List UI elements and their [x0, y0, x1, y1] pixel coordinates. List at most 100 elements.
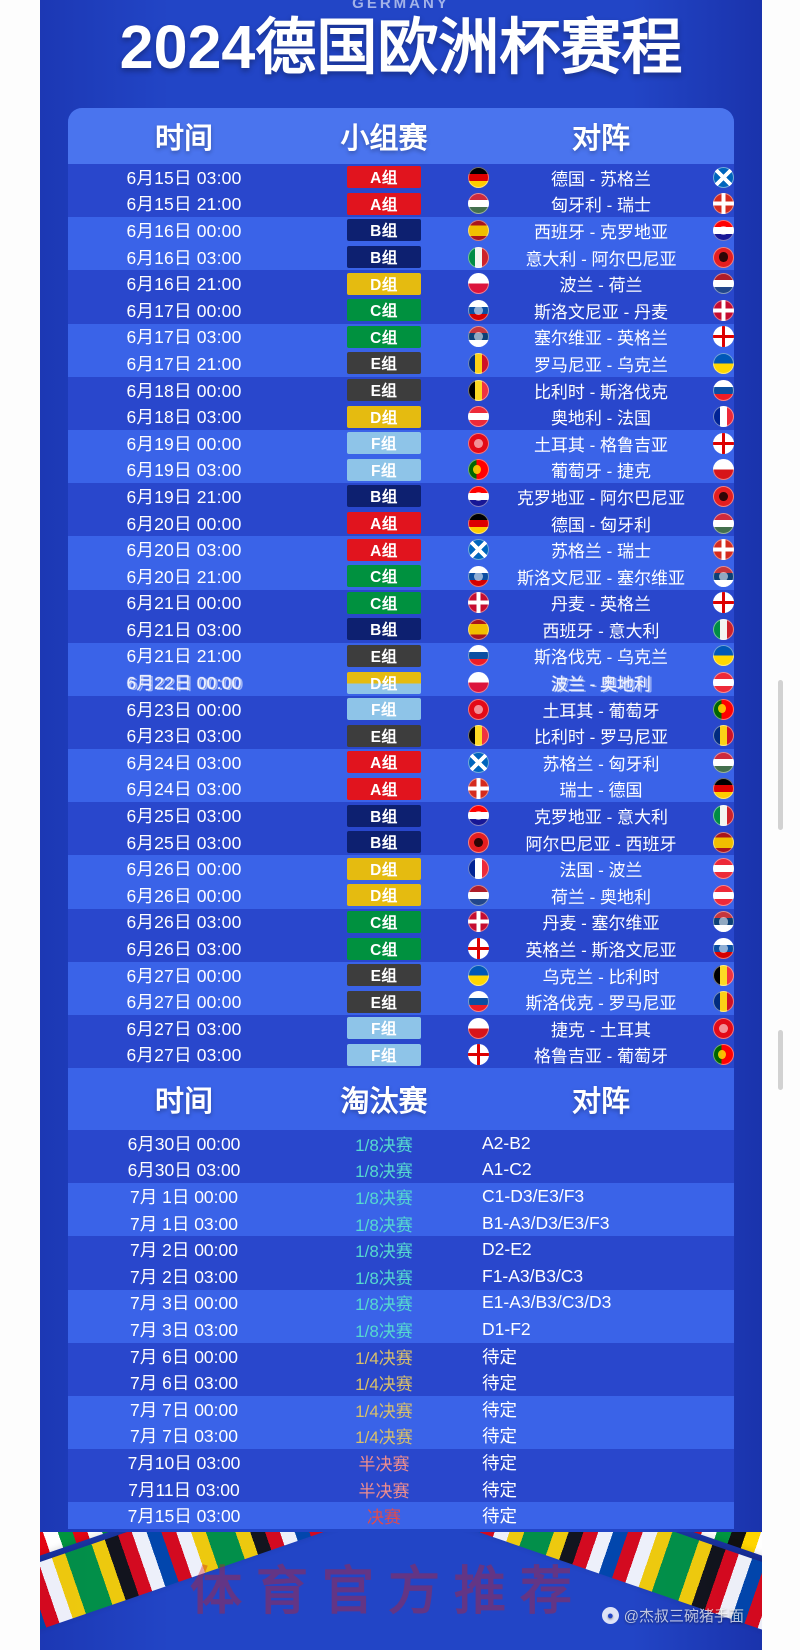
table-row[interactable]: 7月 3日 03:00 1/8决赛 D1-F2 — [68, 1316, 734, 1343]
table-row[interactable]: 6月15日 03:00 A组 德国 - 苏格兰 — [68, 164, 734, 191]
group-badge: D组 — [347, 405, 421, 428]
table-row[interactable]: 6月21日 21:00 E组 斯洛伐克 - 乌克兰 — [68, 642, 734, 670]
match-teams: 波兰 - 荷兰 — [559, 276, 643, 296]
table-row[interactable]: 6月20日 21:00 C组 斯洛文尼亚 - 塞尔维亚 — [68, 562, 734, 590]
knockout-stage-label: 1/8决赛 — [355, 1162, 413, 1182]
table-row[interactable]: 7月 7日 00:00 1/4决赛 待定 — [68, 1395, 734, 1423]
table-row[interactable]: 7月 1日 03:00 1/8决赛 B1-A3/D3/E3/F3 — [68, 1209, 734, 1237]
poster-supertitle: GERMANY — [352, 0, 450, 12]
table-row[interactable]: 6月20日 00:00 A组 德国 - 匈牙利 — [68, 509, 734, 537]
table-row[interactable]: 6月16日 00:00 B组 西班牙 - 克罗地亚 — [68, 217, 734, 244]
knockout-matchup: F1-A3/B3/C3 — [482, 1265, 584, 1286]
match-time: 6月20日 00:00 — [126, 513, 242, 534]
group-badge: E组 — [347, 644, 421, 667]
flag-icon-德国 — [468, 166, 489, 188]
bunting-left — [40, 1532, 407, 1650]
group-badge: D组 — [347, 671, 421, 694]
table-row[interactable]: 6月27日 03:00 F组 捷克 - 土耳其 — [68, 1015, 734, 1042]
match-cell: 罗马尼亚 - 乌克兰 — [468, 351, 734, 376]
table-row[interactable]: 6月23日 03:00 E组 比利时 - 罗马尼亚 — [68, 722, 734, 750]
table-row[interactable]: 6月20日 03:00 A组 苏格兰 - 瑞士 — [68, 536, 734, 563]
table-row[interactable]: 7月 2日 00:00 1/8决赛 D2-E2 — [68, 1236, 734, 1263]
table-row[interactable]: 6月18日 03:00 D组 奥地利 - 法国 — [68, 403, 734, 430]
match-cell: 土耳其 - 格鲁吉亚 — [468, 431, 734, 456]
scrollbar-thumb-lower[interactable] — [778, 1030, 783, 1090]
knockout-matchup: 待定 — [482, 1399, 517, 1420]
match-time: 6月16日 00:00 — [126, 220, 242, 241]
table-row[interactable]: 7月 6日 03:00 1/4决赛 待定 — [68, 1369, 734, 1396]
table-row[interactable]: 6月16日 03:00 B组 意大利 - 阿尔巴尼亚 — [68, 243, 734, 271]
table-row[interactable]: 6月17日 21:00 E组 罗马尼亚 - 乌克兰 — [68, 350, 734, 377]
table-row[interactable]: 6月30日 00:00 1/8决赛 A2-B2 — [68, 1130, 734, 1157]
match-teams: 西班牙 - 克罗地亚 — [533, 222, 669, 242]
group-badge: E组 — [347, 964, 421, 987]
match-time: 6月21日 00:00 — [126, 593, 242, 614]
knockout-stage-table: 时间 淘汰赛 对阵 6月30日 00:00 1/8决赛 A2-B2 6月30日 03:… — [68, 1068, 734, 1529]
table-row[interactable]: 6月18日 00:00 E组 比利时 - 斯洛伐克 — [68, 376, 734, 404]
group-badge: B组 — [347, 485, 421, 508]
table-row[interactable]: 6月23日 00:00 F组 土耳其 - 葡萄牙 — [68, 695, 734, 723]
match-teams: 比利时 - 罗马尼亚 — [533, 728, 669, 748]
table-row[interactable]: 6月19日 21:00 B组 克罗地亚 - 阿尔巴尼亚 — [68, 483, 734, 510]
knockout-table-header: 时间 淘汰赛 对阵 — [68, 1068, 734, 1130]
table-row[interactable]: 7月11日 03:00 半决赛 待定 — [68, 1475, 734, 1503]
table-row[interactable]: 6月21日 00:00 C组 丹麦 - 英格兰 — [68, 589, 734, 617]
table-row[interactable]: 7月 1日 00:00 1/8决赛 C1-D3/E3/F3 — [68, 1183, 734, 1210]
table-row[interactable]: 6月22日 00:00 D组 波兰 - 奥地利 — [68, 669, 734, 696]
scrollbar-thumb-upper[interactable] — [778, 680, 783, 830]
match-time: 6月18日 00:00 — [126, 380, 242, 401]
table-row[interactable]: 6月26日 03:00 C组 丹麦 - 塞尔维亚 — [68, 908, 734, 936]
match-teams: 斯洛伐克 - 罗马尼亚 — [525, 994, 677, 1014]
table-row[interactable]: 6月27日 00:00 E组 乌克兰 - 比利时 — [68, 961, 734, 989]
match-time: 7月 3日 00:00 — [130, 1293, 238, 1314]
knockout-matchup: D1-F2 — [482, 1318, 531, 1339]
flag-icon-波兰 — [713, 858, 734, 880]
flag-icon-德国 — [468, 512, 489, 534]
table-row[interactable]: 6月25日 03:00 B组 克罗地亚 - 意大利 — [68, 802, 734, 829]
table-row[interactable]: 7月 6日 00:00 1/4决赛 待定 — [68, 1342, 734, 1370]
group-badge: F组 — [347, 432, 421, 455]
group-badge: C组 — [347, 591, 421, 614]
match-time: 7月 2日 00:00 — [130, 1240, 238, 1261]
table-row[interactable]: 7月15日 03:00 决赛 待定 — [68, 1502, 734, 1529]
group-badge: F组 — [347, 698, 421, 721]
table-row[interactable]: 6月21日 03:00 B组 西班牙 - 意大利 — [68, 616, 734, 643]
group-badge-cell: E组 — [300, 964, 468, 987]
table-row[interactable]: 6月26日 00:00 D组 法国 - 波兰 — [68, 855, 734, 883]
table-row[interactable]: 6月16日 21:00 D组 波兰 - 荷兰 — [68, 270, 734, 297]
table-row[interactable]: 6月17日 00:00 C组 斯洛文尼亚 - 丹麦 — [68, 296, 734, 324]
match-time: 7月11日 03:00 — [128, 1479, 240, 1500]
table-row[interactable]: 6月27日 03:00 F组 格鲁吉亚 - 葡萄牙 — [68, 1041, 734, 1069]
table-row[interactable]: 6月25日 03:00 B组 阿尔巴尼亚 - 西班牙 — [68, 828, 734, 856]
flag-icon-苏格兰 — [468, 751, 489, 773]
table-row[interactable]: 6月24日 03:00 A组 瑞士 - 德国 — [68, 775, 734, 803]
group-badge: A组 — [347, 192, 421, 215]
table-row[interactable]: 6月19日 03:00 F组 葡萄牙 - 捷克 — [68, 456, 734, 484]
table-row[interactable]: 7月10日 03:00 半决赛 待定 — [68, 1449, 734, 1476]
group-badge: D组 — [347, 272, 421, 295]
group-badge: F组 — [347, 458, 421, 481]
match-time: 6月25日 03:00 — [126, 806, 242, 827]
flag-icon-苏格兰 — [468, 539, 489, 561]
flag-icon-塞尔维亚 — [713, 565, 734, 587]
table-row[interactable]: 6月15日 21:00 A组 匈牙利 - 瑞士 — [68, 190, 734, 218]
match-time: 6月17日 00:00 — [126, 300, 242, 321]
table-row[interactable]: 6月26日 03:00 C组 英格兰 - 斯洛文尼亚 — [68, 935, 734, 962]
table-row[interactable]: 6月17日 03:00 C组 塞尔维亚 - 英格兰 — [68, 323, 734, 351]
table-row[interactable]: 7月 3日 00:00 1/8决赛 E1-A3/B3/C3/D3 — [68, 1289, 734, 1317]
table-row[interactable]: 6月26日 00:00 D组 荷兰 - 奥地利 — [68, 882, 734, 909]
flag-icon-乌克兰 — [713, 645, 734, 667]
table-row[interactable]: 7月 2日 03:00 1/8决赛 F1-A3/B3/C3 — [68, 1262, 734, 1290]
match-cell: 苏格兰 - 匈牙利 — [468, 750, 734, 775]
match-teams: 丹麦 - 英格兰 — [550, 595, 652, 615]
flag-bunting-decoration — [40, 1532, 762, 1650]
match-time: 6月26日 00:00 — [126, 885, 242, 906]
table-row[interactable]: 6月19日 00:00 F组 土耳其 - 格鲁吉亚 — [68, 429, 734, 457]
table-row[interactable]: 6月27日 00:00 E组 斯洛伐克 - 罗马尼亚 — [68, 988, 734, 1015]
table-row[interactable]: 6月24日 03:00 A组 苏格兰 - 匈牙利 — [68, 749, 734, 776]
table-row[interactable]: 7月 7日 03:00 1/4决赛 待定 — [68, 1422, 734, 1450]
match-time: 6月17日 03:00 — [126, 327, 242, 348]
group-badge-cell: E组 — [300, 724, 468, 747]
flag-icon-丹麦 — [713, 299, 734, 321]
table-row[interactable]: 6月30日 03:00 1/8决赛 A1-C2 — [68, 1156, 734, 1184]
